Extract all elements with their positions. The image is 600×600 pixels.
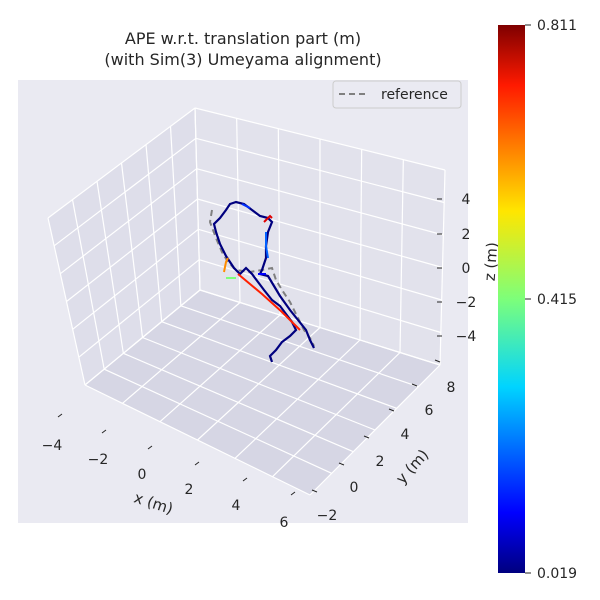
grid-line [47,217,86,386]
y-tick-label: 8 [447,380,456,396]
y-tick-labels: −2 0 2 4 6 8 [317,380,456,524]
grid-lines [47,107,446,496]
error-segment [241,203,251,209]
grid-line [277,128,281,316]
x-tick-label: −2 [88,452,109,468]
y-tick-label: 2 [376,454,385,470]
x-tick-labels: −4 −2 0 2 4 6 [42,438,289,531]
grid-line [399,159,404,353]
x-tick-mark [242,477,248,482]
y-tick-label: 0 [350,480,359,496]
error-segment [263,214,273,223]
grid-line [236,118,241,303]
error-segment [223,257,229,273]
grid-line [103,368,332,474]
grid-line [145,144,163,322]
error-segment [265,232,269,259]
x-tick-mark [194,461,200,466]
x-tick-label: 0 [138,467,147,483]
colorbar-tick-label: 0.415 [537,292,577,308]
y-tick-mark [363,435,370,439]
grid-line [439,169,446,366]
x-tick-mark [147,445,153,450]
y-tick-mark [388,408,395,412]
grid-line [71,199,105,370]
colorbar [498,25,525,573]
x-tick-mark [101,429,107,434]
z-tick-label: −2 [456,295,477,311]
legend-box [332,80,462,109]
z-tick-label: 2 [462,227,471,243]
colorbar-tick-label: 0.019 [537,566,577,582]
x-tick-label: −4 [42,438,63,454]
y-tick-mark [311,489,318,493]
grid-line [169,126,182,306]
chart-title: APE w.r.t. translation part (m) [125,29,361,48]
grid-line [84,384,311,496]
left-pane [48,108,200,385]
colorbar-tick-label: 0.811 [537,18,577,34]
grid-line [180,305,419,388]
legend-label-reference: reference [381,87,448,103]
z-tick-label: 4 [462,192,471,208]
grid-line [120,162,144,338]
z-tick-label: −4 [456,329,477,345]
grid-line [359,149,363,341]
x-tick-label: 2 [185,482,194,498]
x-tick-mark [57,413,63,418]
colorbar-ticks: 0.811 0.415 0.019 [525,18,577,582]
y-tick-label: 6 [425,403,434,419]
z-tick-labels: 4 2 0 −2 −4 [456,192,477,345]
y-tick-mark [338,462,345,466]
legend: reference [332,80,462,109]
grid-line [123,352,354,453]
error-segment [237,273,301,331]
z-tick-label: 0 [462,261,471,277]
x-tick-label: 4 [232,498,241,514]
grid-line [194,107,201,291]
z-axis-label: z (m) [481,242,502,282]
grid-line [96,181,124,354]
y-tick-mark [434,359,441,363]
trajectories [208,200,315,363]
y-tick-label: −2 [317,508,338,524]
chart-subtitle: (with Sim(3) Umeyama alignment) [104,50,381,69]
floor-pane [85,290,440,495]
x-tick-mark [290,491,296,496]
x-tick-label: 6 [280,515,289,531]
grid-line [142,336,376,431]
estimated-trajectory [212,200,315,363]
grid-line [161,321,397,409]
grid-line [199,289,441,366]
y-tick-label: 4 [401,427,410,443]
y-tick-mark [411,383,418,387]
